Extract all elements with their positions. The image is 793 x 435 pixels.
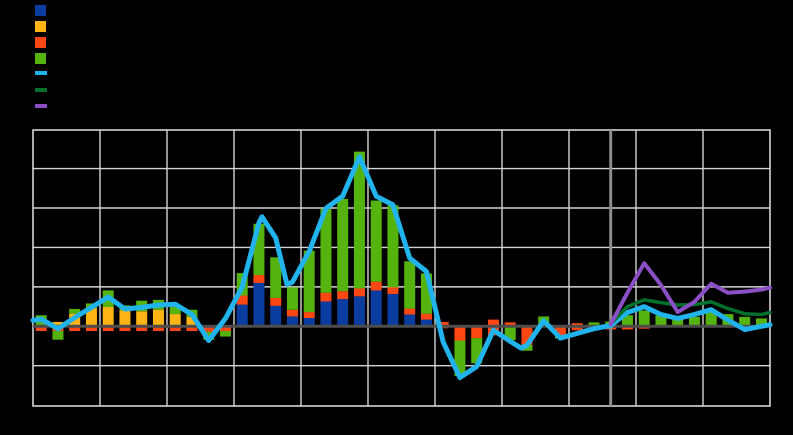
red-bar-segment [203,326,215,332]
amber-bar-segment [119,310,131,327]
green-bar-segment [286,287,298,310]
green-bar-segment [337,198,349,292]
red-bar-segment [253,275,265,283]
red-bar-segment [270,297,282,306]
red-bar-segment [119,326,131,332]
red-bar-segment [337,291,349,300]
red-bar-segment [454,326,466,341]
green-bar-segment [672,318,684,327]
stacked-bars [35,151,767,376]
red-bar-segment [621,326,633,330]
green-bar-segment [471,338,483,364]
red-bar-segment [186,326,198,332]
red-bar-segment [320,292,332,302]
red-bar-segment [554,326,566,337]
red-bar-segment [136,326,148,332]
green-bar-segment [621,315,633,327]
legend [0,0,793,125]
blue-bar-segment [370,290,382,327]
red-bar-segment [420,313,432,320]
red-bar-segment [387,287,399,294]
red-bar-segment [471,326,483,339]
dark-green-line [608,298,772,326]
blue-bar-series-legend-swatch [35,5,46,16]
green-bar-segment [588,322,600,327]
blue-bar-segment [337,299,349,327]
green-bar-segment [504,326,516,341]
amber-bar-segment [52,321,64,327]
green-bar-segment [404,261,416,309]
green-bar-series-legend-swatch [35,53,46,64]
red-bar-segment [370,281,382,291]
red-bar-segment [169,326,181,332]
amber-bar-segment [85,308,97,327]
green-bar-segment [169,305,181,315]
purple-line [608,261,772,327]
green-bar-segment [52,331,64,340]
amber-bar-segment [152,309,164,327]
red-bar-segment [69,326,81,332]
blue-bar-segment [303,318,315,327]
green-bar-segment [755,318,767,327]
red-bar-segment [286,309,298,317]
green-bar-segment [203,331,215,340]
red-bar-series-legend-swatch [35,37,46,48]
blue-bar-segment [270,305,282,327]
red-bar-segment [152,326,164,332]
green-bar-segment [270,257,282,298]
red-bar-segment [219,326,231,332]
red-bar-segment [353,288,365,297]
red-bar-segment [504,322,516,327]
green-bar-segment [420,273,432,314]
gridlines [33,130,770,406]
red-bar-segment [85,326,97,332]
green-bar-segment [454,340,466,376]
blue-bar-segment [404,314,416,327]
green-bar-segment [705,310,717,327]
blue-bar-segment [286,316,298,327]
amber-bar-segment [136,311,148,327]
red-bar-segment [521,326,533,345]
green-bar-segment [387,205,399,288]
blue-bar-segment [236,304,248,327]
red-bar-segment [303,312,315,319]
red-bar-segment [35,326,47,332]
green-bar-segment [253,223,265,276]
green-bar-segment [320,208,332,293]
green-bar-segment [303,250,315,313]
green-bar-segment [739,316,751,327]
dark-green-line-series-legend-swatch [35,88,47,92]
green-bar-segment [219,331,231,337]
red-bar-segment [404,308,416,315]
green-bar-segment [688,316,700,327]
red-bar-segment [236,295,248,305]
amber-bar-segment [186,316,198,327]
blue-bar-segment [253,282,265,327]
amber-bar-segment [169,314,181,327]
red-bar-segment [102,326,114,332]
cyan-line [30,154,773,381]
blue-bar-segment [420,319,432,327]
blue-bar-segment [320,301,332,327]
green-bar-segment [638,310,650,327]
blue-bar-segment [387,293,399,327]
green-bar-segment [353,151,365,289]
cyan-line-series-legend-swatch [35,71,47,75]
purple-line-series-legend-swatch [35,104,47,108]
blue-bar-segment [353,296,365,327]
green-bar-segment [370,200,382,282]
amber-bar-series-legend-swatch [35,21,46,32]
amber-bar-segment [102,306,114,327]
plot-border [32,129,771,407]
green-bar-segment [655,315,667,327]
green-bar-segment [69,308,81,314]
